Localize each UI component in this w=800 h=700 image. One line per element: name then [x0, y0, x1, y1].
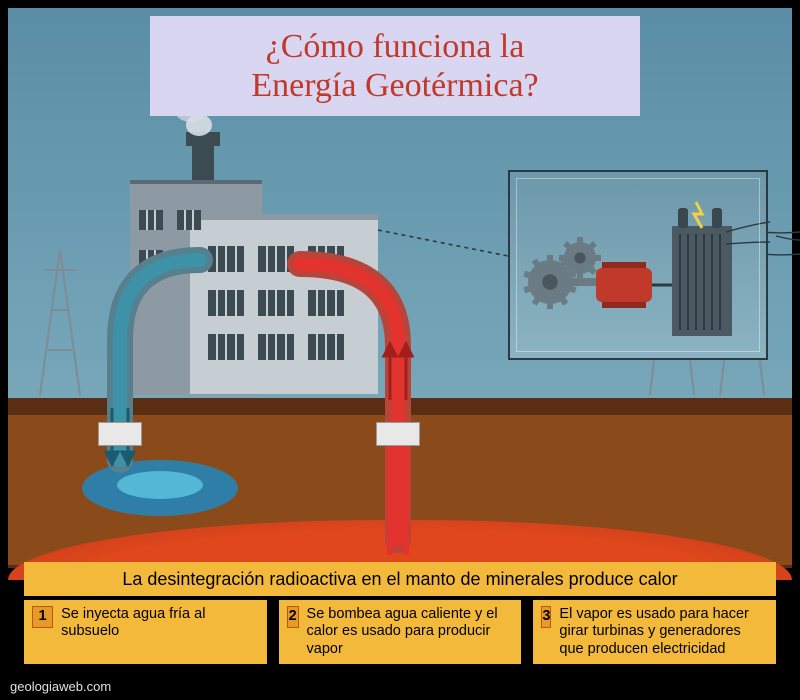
title-box: ¿Cómo funciona la Energía Geotérmica?	[150, 16, 640, 116]
title-text: ¿Cómo funciona la Energía Geotérmica?	[251, 27, 538, 105]
production-wellhead	[376, 422, 420, 446]
step-badge: 1	[32, 606, 53, 628]
inset-diagram	[510, 172, 770, 362]
step-text: Se inyecta agua fría al subsuelo	[61, 606, 259, 641]
steps-row: 1 Se inyecta agua fría al subsuelo 2 Se …	[24, 600, 776, 664]
window-row	[208, 246, 344, 272]
step-3: 3 El vapor es usado para hacer girar tur…	[533, 600, 776, 664]
window-row	[139, 210, 201, 230]
injection-wellhead	[98, 422, 142, 446]
turbine-generator-inset	[508, 170, 768, 360]
power-plant-building	[130, 140, 378, 388]
caption-box: La desintegración radioactiva en el mant…	[24, 562, 776, 596]
step-badge: 3	[541, 606, 551, 628]
source-credit: geologiaweb.com	[10, 679, 111, 694]
window-row	[208, 290, 344, 316]
step-text: El vapor es usado para hacer girar turbi…	[559, 606, 768, 658]
step-text: Se bombea agua caliente y el calor es us…	[307, 606, 514, 658]
step-2: 2 Se bombea agua caliente y el calor es …	[279, 600, 522, 664]
step-1: 1 Se inyecta agua fría al subsuelo	[24, 600, 267, 664]
caption-text: La desintegración radioactiva en el mant…	[122, 569, 677, 590]
window-row	[208, 334, 344, 360]
step-badge: 2	[287, 606, 299, 628]
window-row	[139, 250, 201, 270]
infographic-canvas: ¿Cómo funciona la Energía Geotérmica? La…	[0, 0, 800, 700]
